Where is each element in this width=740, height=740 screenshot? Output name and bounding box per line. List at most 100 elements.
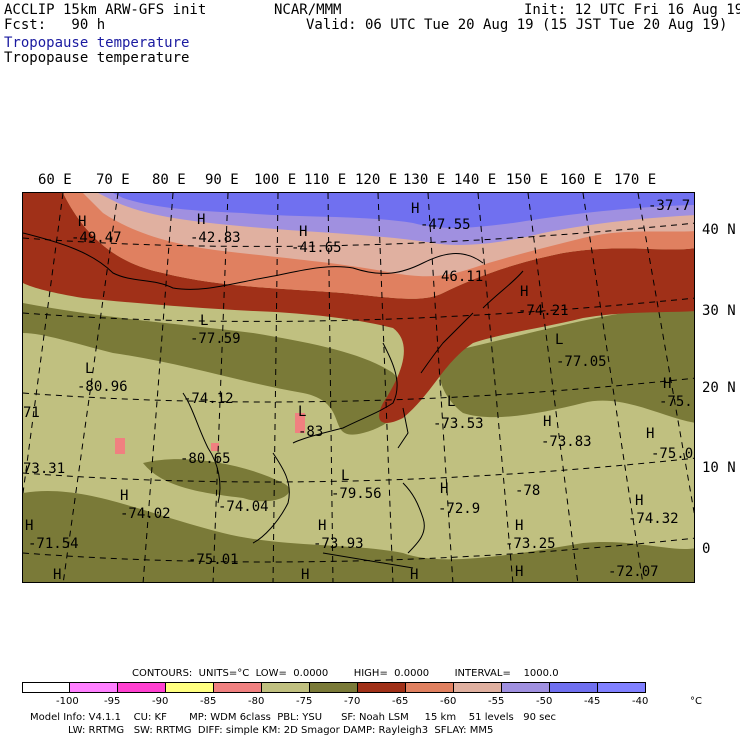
value-label: -74.32 [628, 511, 679, 527]
value-label: -74.04 [218, 499, 269, 515]
model-title: ACCLIP 15km ARW-GFS init [4, 2, 207, 18]
colorbar-swatch [22, 682, 70, 693]
colorbar-swatch [214, 682, 262, 693]
field-title-2: Tropopause temperature [4, 50, 190, 66]
lon-label: 70 E [96, 172, 130, 188]
colorbar-tick-label: -55 [488, 696, 505, 707]
high-marker: H [299, 224, 307, 240]
colorbar-swatch [70, 682, 118, 693]
init-time: Init: 12 UTC Fri 16 Aug 19 [524, 2, 740, 18]
field-fill-minus70-indochina [143, 459, 290, 502]
value-label: 73.31 [23, 461, 65, 477]
colorbar-tick-label: -100 [56, 696, 79, 707]
colorbar-tick-label: -95 [104, 696, 121, 707]
field-title-1: Tropopause temperature [4, 35, 190, 51]
colorbar-tick-label: -80 [248, 696, 265, 707]
colorbar-tick-label: -90 [152, 696, 169, 707]
lat-label: 30 N [702, 303, 736, 319]
high-marker: H [120, 488, 128, 504]
graticule [23, 193, 694, 582]
high-marker: H [515, 564, 523, 580]
field-fill-minus70-south [23, 491, 694, 582]
value-label: -49.47 [71, 230, 122, 246]
colorbar-tick-label: -65 [392, 696, 409, 707]
value-label: 71 [23, 405, 40, 421]
colorbar-swatch [262, 682, 310, 693]
colorbar-tick-label: -75 [296, 696, 313, 707]
high-marker: H [663, 376, 671, 392]
lon-label: 60 E [38, 172, 72, 188]
lon-label: 150 E [506, 172, 549, 188]
value-label: -75. [659, 394, 693, 410]
field-fill-minus70-east [439, 308, 694, 423]
value-label: -83 [298, 424, 323, 440]
lon-label: 130 E [403, 172, 446, 188]
low-marker: L [200, 313, 208, 329]
value-label: -71.54 [28, 536, 79, 552]
high-marker: H [25, 518, 33, 534]
value-label: -73.83 [541, 434, 592, 450]
lat-label: 40 N [702, 222, 736, 238]
high-marker: H [411, 201, 419, 217]
high-marker: H [53, 567, 61, 583]
valid-time: Valid: 06 UTC Tue 20 Aug 19 (15 JST Tue … [306, 17, 728, 33]
high-marker: H [78, 214, 86, 230]
model-info-line2: LW: RRTMG SW: RRTMG DIFF: simple KM: 2D … [68, 725, 494, 736]
model-info-line1: Model Info: V4.1.1 CU: KF MP: WDM 6class… [30, 712, 556, 723]
value-label: -80.65 [180, 451, 231, 467]
high-marker: H [646, 426, 654, 442]
colorbar-swatch [310, 682, 358, 693]
lat-label: 20 N [702, 380, 736, 396]
field-fill-minus45 [113, 193, 694, 228]
value-label: -80.96 [77, 379, 128, 395]
value-label: -37.7 [648, 198, 690, 214]
colorbar-swatch [406, 682, 454, 693]
colorbar-tick-label: -70 [344, 696, 361, 707]
low-marker: L [298, 404, 306, 420]
value-label: -78 [515, 483, 540, 499]
lon-label: 80 E [152, 172, 186, 188]
value-label: -73.93 [313, 536, 364, 552]
value-label: -79.56 [331, 486, 382, 502]
field-fill-minus80-spot [115, 438, 125, 454]
lat-label: 10 N [702, 460, 736, 476]
high-marker: H [318, 518, 326, 534]
colorbar-swatch [502, 682, 550, 693]
value-label: -72.9 [438, 501, 480, 517]
high-marker: H [301, 567, 309, 583]
high-marker: H [410, 567, 418, 583]
lon-label: 100 E [254, 172, 297, 188]
high-marker: H [440, 481, 448, 497]
value-label: -42.83 [190, 230, 241, 246]
value-label: -73.53 [433, 416, 484, 432]
value-label: -77.59 [190, 331, 241, 347]
low-marker: L [85, 361, 93, 377]
value-label: -41.65 [291, 240, 342, 256]
low-marker: L [341, 468, 349, 484]
lon-label: 140 E [454, 172, 497, 188]
colorbar-swatch [358, 682, 406, 693]
value-label: -73.25 [505, 536, 556, 552]
tropopause-temperature-map: H -49.47 H -42.83 H -41.65 H -47.55 -37.… [22, 192, 695, 583]
lon-label: 90 E [205, 172, 239, 188]
high-marker: H [543, 414, 551, 430]
field-fill-minus65 [23, 193, 694, 423]
colorbar-tick-label: -50 [536, 696, 553, 707]
high-marker: H [635, 493, 643, 509]
colorbar-swatch [598, 682, 646, 693]
map-canvas: H -49.47 H -42.83 H -41.65 H -47.55 -37.… [23, 193, 694, 583]
high-marker: H [520, 284, 528, 300]
high-marker: H [515, 518, 523, 534]
colorbar-tick-label: -40 [632, 696, 649, 707]
value-label: -47.55 [420, 217, 471, 233]
colorbar-tick-label: -45 [584, 696, 601, 707]
low-marker: L [447, 394, 455, 410]
colorbar-tick-label: -85 [200, 696, 217, 707]
field-fill-minus80-spot [295, 413, 305, 433]
colorbar-swatch [118, 682, 166, 693]
low-marker: L [555, 332, 563, 348]
coastlines [23, 232, 524, 569]
org-label: NCAR/MMM [274, 2, 342, 18]
lon-label: 170 E [614, 172, 657, 188]
value-label: -75.01 [188, 552, 239, 568]
